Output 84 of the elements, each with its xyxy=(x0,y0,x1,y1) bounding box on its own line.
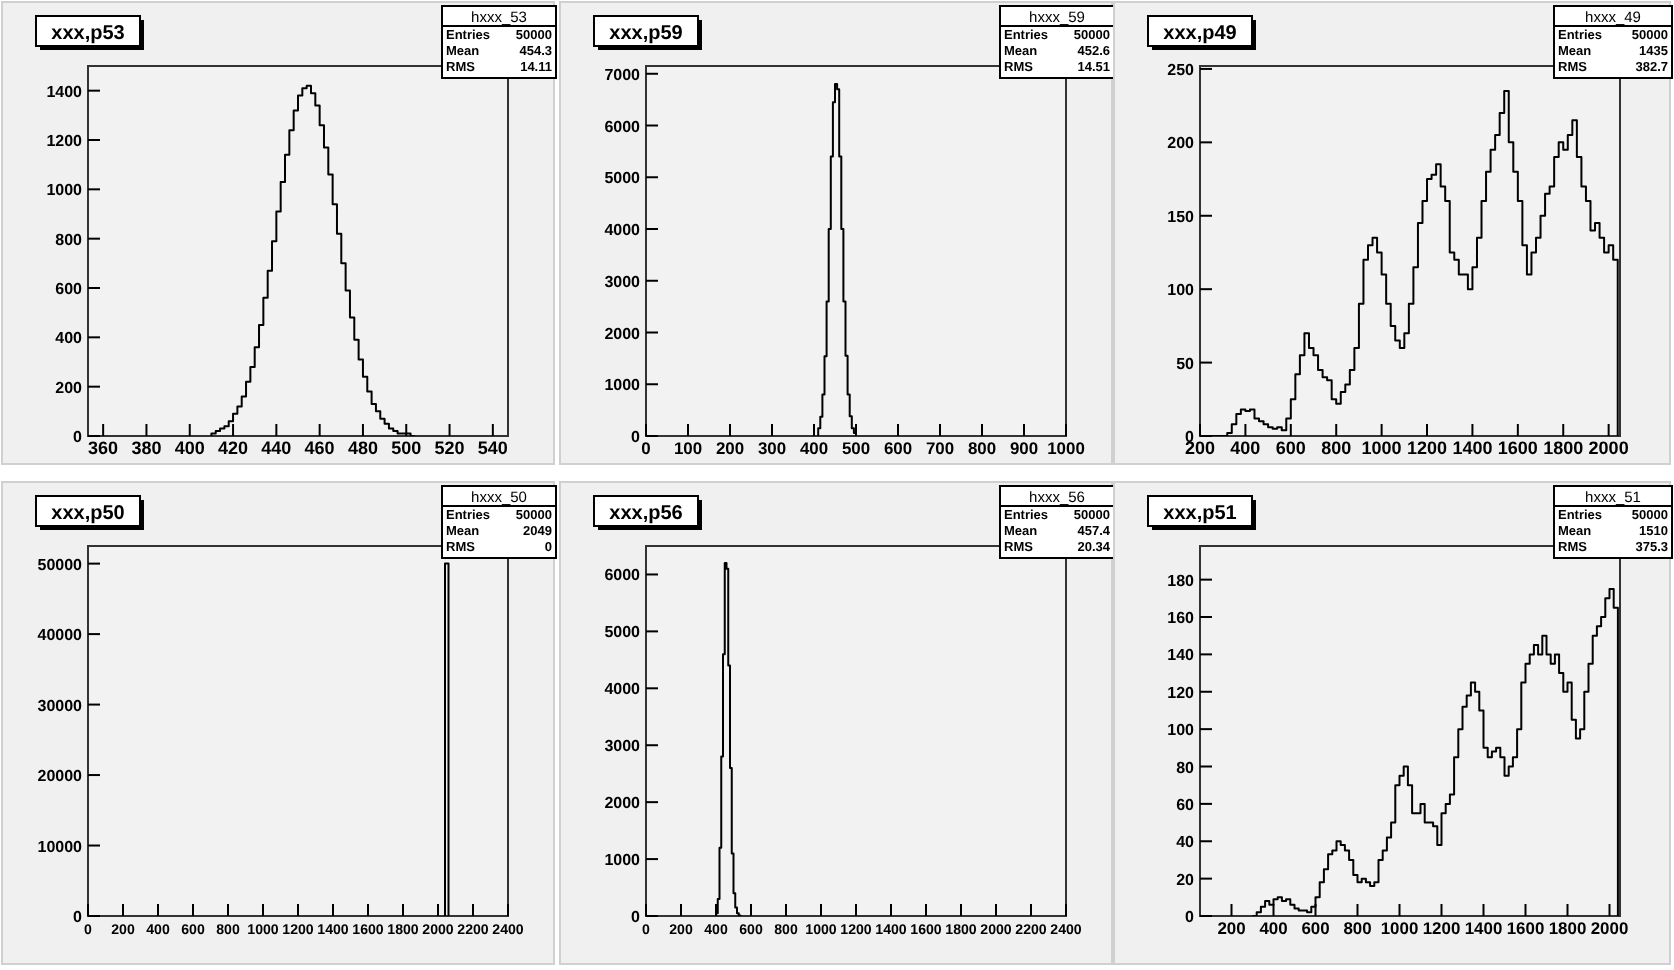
x-tick-label: 1400 xyxy=(1464,918,1503,938)
x-tick-label: 700 xyxy=(925,438,955,458)
x-tick-label: 800 xyxy=(967,438,997,458)
x-tick-label: 600 xyxy=(1275,438,1306,458)
y-tick-label: 150 xyxy=(1167,207,1196,226)
x-tick-label: 460 xyxy=(304,438,335,458)
y-tick-label: 3000 xyxy=(604,272,642,291)
x-tick-label: 1000 xyxy=(1047,438,1086,458)
x-tick-label: 400 xyxy=(1230,438,1261,458)
y-tick-label: 800 xyxy=(55,230,84,249)
y-tick-label: 60 xyxy=(1176,795,1196,814)
x-tick-label: 380 xyxy=(131,438,162,458)
x-tick-label: 2000 xyxy=(1588,438,1629,458)
y-tick-label: 50000 xyxy=(37,555,84,574)
x-tick-label: 500 xyxy=(391,438,422,458)
x-tick-label: 440 xyxy=(261,438,292,458)
x-tick-label: 1200 xyxy=(1407,438,1448,458)
y-tick-label: 180 xyxy=(1167,571,1196,590)
y-tick-label: 250 xyxy=(1167,60,1196,79)
y-tick-label: 5000 xyxy=(604,169,642,188)
y-tick-label: 20 xyxy=(1176,870,1196,889)
chart-title: xxx,p51 xyxy=(1163,503,1238,525)
y-tick-label: 6000 xyxy=(604,117,642,136)
x-tick-label: 1200 xyxy=(1422,918,1461,938)
x-tick-label: 300 xyxy=(757,438,787,458)
chart-title: xxx,p59 xyxy=(609,23,684,45)
x-tick-label: 100 xyxy=(673,438,703,458)
y-tick-label: 80 xyxy=(1176,758,1196,777)
x-tick-label: 420 xyxy=(218,438,249,458)
x-tick-label: 2000 xyxy=(1590,918,1629,938)
x-tick-label: 1600 xyxy=(1497,438,1538,458)
y-tick-label: 40000 xyxy=(37,626,84,645)
x-tick-label: 200 xyxy=(715,438,745,458)
y-tick-label: 1400 xyxy=(46,82,84,101)
y-tick-label: 100 xyxy=(1167,281,1196,300)
x-tick-label: 500 xyxy=(841,438,871,458)
x-tick-label: 600 xyxy=(1301,918,1331,938)
x-tick-label: 1000 xyxy=(1361,438,1402,458)
x-tick-label: 1600 xyxy=(1506,918,1545,938)
y-tick-label: 5000 xyxy=(604,623,642,642)
y-tick-label: 600 xyxy=(55,280,84,298)
y-tick-label: 2000 xyxy=(604,794,642,813)
x-tick-label: 400 xyxy=(174,438,205,458)
x-tick-label: 1800 xyxy=(1543,438,1584,458)
y-tick-label: 160 xyxy=(1167,609,1196,628)
y-tick-label: 1200 xyxy=(46,132,84,150)
y-tick-label: 40 xyxy=(1176,833,1196,852)
y-tick-label: 120 xyxy=(1167,683,1196,702)
x-tick-label: 520 xyxy=(434,438,465,458)
y-tick-label: 100 xyxy=(1167,721,1196,740)
y-tick-label: 400 xyxy=(55,329,84,348)
chart-title: xxx,p49 xyxy=(1163,23,1238,45)
y-tick-label: 20000 xyxy=(37,767,84,786)
y-tick-label: 50 xyxy=(1176,354,1196,373)
y-tick-label: 1000 xyxy=(46,181,84,200)
chart-title: xxx,p50 xyxy=(51,503,126,525)
chart-title: xxx,p56 xyxy=(609,503,684,525)
y-tick-label: 1000 xyxy=(604,851,642,870)
x-tick-label: 200 xyxy=(1217,918,1247,938)
x-tick-label: 900 xyxy=(1009,438,1039,458)
y-tick-label: 200 xyxy=(1167,134,1196,153)
y-tick-label: 4000 xyxy=(604,680,642,699)
y-tick-label: 140 xyxy=(1167,646,1196,665)
x-tick-label: 400 xyxy=(1259,918,1289,938)
y-tick-label: 3000 xyxy=(604,737,642,756)
y-tick-label: 200 xyxy=(55,378,84,397)
x-tick-label: 600 xyxy=(883,438,913,458)
y-tick-label: 4000 xyxy=(604,221,642,240)
x-tick-label: 540 xyxy=(477,438,508,458)
x-tick-label: 800 xyxy=(1321,438,1352,458)
x-tick-label: 480 xyxy=(347,438,378,458)
y-tick-label: 7000 xyxy=(604,65,642,84)
y-tick-label: 30000 xyxy=(37,696,84,715)
y-tick-label: 1000 xyxy=(604,376,642,395)
y-tick-label: 2000 xyxy=(604,324,642,343)
x-tick-label: 1400 xyxy=(1452,438,1493,458)
y-tick-label: 6000 xyxy=(604,566,642,585)
x-tick-label: 800 xyxy=(1343,918,1373,938)
chart-title: xxx,p53 xyxy=(51,23,126,45)
x-tick-label: 1000 xyxy=(1380,918,1419,938)
x-tick-label: 1800 xyxy=(1548,918,1587,938)
x-tick-label: 400 xyxy=(799,438,829,458)
x-tick-label: 360 xyxy=(88,438,119,458)
y-tick-label: 10000 xyxy=(37,837,84,856)
